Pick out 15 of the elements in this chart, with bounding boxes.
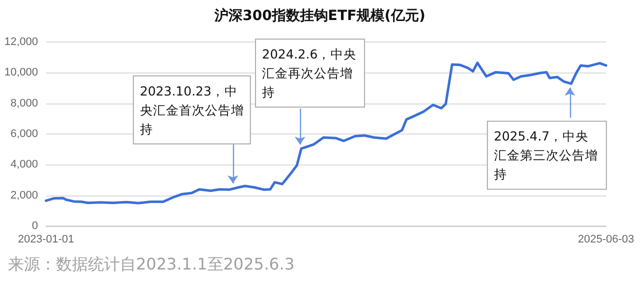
annotation: 2023.10.23，中央汇金首次公告增持 <box>140 83 244 136</box>
line-series <box>44 62 608 204</box>
y-tick-label: 12,000 <box>4 36 38 48</box>
annotation: 2024.2.6，中央汇金再次公告增持 <box>262 46 357 100</box>
y-tick-label: 4,000 <box>10 158 38 171</box>
y-tick-label: 10,000 <box>4 66 38 79</box>
x-tick-label: 2025-06-03 <box>578 234 634 246</box>
y-tick-label: 2,000 <box>10 189 38 202</box>
chart-title: 沪深300指数挂钩ETF规模(亿元) <box>214 7 426 24</box>
x-tick-label: 2023-01-01 <box>18 234 74 246</box>
y-tick-label: 6,000 <box>10 128 38 140</box>
annotation: 2025.4.7，中央汇金第三次公告增持 <box>494 128 598 182</box>
source-note: 来源：数据统计自2023.1.1至2025.6.3 <box>8 254 294 274</box>
y-tick-label: 0 <box>32 220 38 232</box>
y-tick-label: 8,000 <box>10 97 38 110</box>
